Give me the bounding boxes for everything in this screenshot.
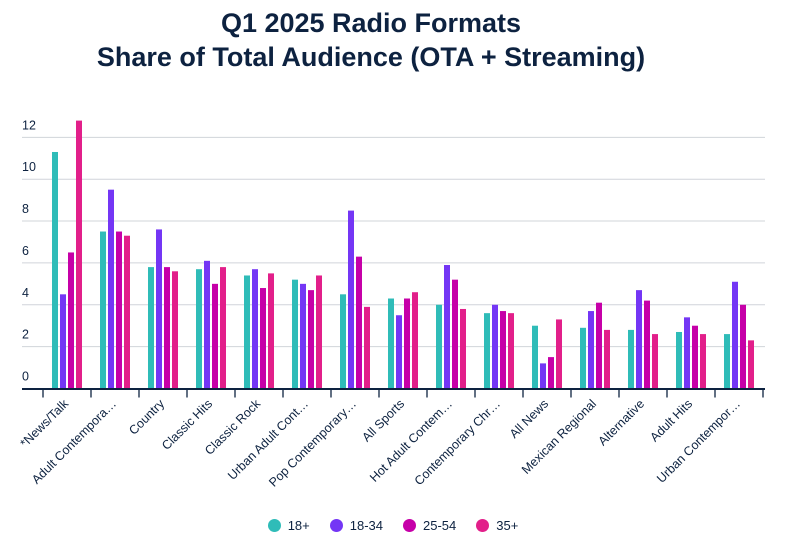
legend: 18+ 18-34 25-54 35+ — [0, 518, 786, 533]
legend-item[interactable]: 18+ — [267, 518, 310, 533]
bar-18-34-7 — [396, 315, 402, 389]
bar-25-54-1 — [116, 231, 122, 389]
bar-35+-7 — [412, 292, 418, 389]
y-tick-label: 8 — [22, 202, 29, 216]
y-tick-label: 10 — [22, 160, 36, 174]
category-label: Urban Adult Cont… — [225, 397, 311, 483]
bar-18-34-2 — [156, 229, 162, 389]
bar-25-54-8 — [452, 279, 458, 389]
bar-25-54-2 — [164, 267, 170, 389]
bar-25-54-11 — [596, 302, 602, 389]
legend-dot-icon — [476, 519, 490, 532]
category-label: Contemporary Chr… — [412, 397, 503, 488]
bar-18+-1 — [100, 231, 106, 389]
legend-dot-icon — [329, 519, 343, 532]
legend-item[interactable]: 35+ — [476, 518, 518, 533]
bar-35+-14 — [748, 340, 754, 389]
legend-label: 25-54 — [423, 518, 457, 533]
bar-18-34-5 — [300, 283, 306, 389]
bar-18+-11 — [580, 327, 586, 389]
category-label: All News — [507, 397, 551, 441]
bar-25-54-12 — [644, 300, 650, 389]
y-tick-label: 4 — [22, 286, 29, 300]
bar-25-54-0 — [68, 252, 74, 389]
bar-25-54-3 — [212, 283, 218, 389]
subtitle-line: Share of Total Audience (OTA + Streaming… — [96, 42, 646, 72]
bar-18+-12 — [628, 329, 634, 389]
bar-35+-5 — [316, 275, 322, 389]
bar-18+-3 — [196, 269, 202, 389]
bar-18+-10 — [532, 325, 538, 389]
bar-18-34-12 — [636, 290, 642, 389]
bar-18+-8 — [436, 304, 442, 389]
bar-35+-9 — [508, 313, 514, 389]
bar-35+-12 — [652, 334, 658, 389]
title-line: Q1 2025 Radio Formats — [220, 8, 522, 38]
bar-18+-7 — [388, 298, 394, 389]
category-label: Hot Adult Contem… — [367, 397, 455, 485]
bar-25-54-10 — [548, 357, 554, 389]
bar-35+-2 — [172, 271, 178, 389]
bar-18+-0 — [52, 151, 58, 389]
legend-item[interactable]: 25-54 — [403, 518, 456, 533]
bar-25-54-9 — [500, 311, 506, 389]
bar-18-34-11 — [588, 311, 594, 389]
bar-18-34-13 — [684, 317, 690, 389]
bar-18-34-3 — [204, 260, 210, 389]
bar-18-34-1 — [108, 189, 114, 389]
bar-18-34-4 — [252, 269, 258, 389]
bar-18-34-6 — [348, 210, 354, 389]
chart-title: Q1 2025 Radio Formats Share of Total Aud… — [0, 6, 742, 74]
y-tick-label: 12 — [22, 118, 36, 132]
bar-18+-13 — [676, 331, 682, 389]
bar-25-54-4 — [260, 288, 266, 389]
legend-dot-icon — [267, 519, 281, 532]
y-tick-label: 6 — [22, 244, 29, 258]
bar-25-54-14 — [740, 304, 746, 389]
bar-25-54-13 — [692, 325, 698, 389]
legend-dot-icon — [403, 519, 416, 532]
y-tick-label: 0 — [22, 370, 29, 384]
bar-25-54-6 — [356, 256, 362, 389]
legend-label: 18-34 — [349, 518, 383, 533]
category-label: Adult Hits — [647, 397, 695, 445]
legend-label: 18+ — [287, 518, 310, 533]
bar-35+-8 — [460, 308, 466, 389]
bar-35+-3 — [220, 267, 226, 389]
bar-35+-0 — [76, 120, 82, 389]
bar-35+-4 — [268, 273, 274, 389]
bar-18-34-8 — [444, 265, 450, 389]
bar-18-34-0 — [60, 294, 66, 389]
bar-18+-2 — [148, 267, 154, 389]
bar-18+-14 — [724, 334, 730, 389]
bar-18+-9 — [484, 313, 490, 389]
bar-35+-6 — [364, 306, 370, 389]
bar-25-54-7 — [404, 298, 410, 389]
bar-35+-11 — [604, 329, 610, 389]
category-label: Adult Contempora… — [29, 397, 119, 487]
legend-item[interactable]: 18-34 — [329, 518, 383, 533]
bar-25-54-5 — [308, 290, 314, 389]
bar-35+-10 — [556, 319, 562, 389]
legend-label: 35+ — [496, 518, 519, 533]
bar-18-34-14 — [732, 281, 738, 389]
bar-18+-4 — [244, 275, 250, 389]
category-label: Alternative — [595, 397, 647, 449]
bar-18+-5 — [292, 279, 298, 389]
bar-18-34-9 — [492, 304, 498, 389]
bar-18-34-10 — [540, 363, 546, 389]
bar-18+-6 — [340, 294, 346, 389]
category-label: Country — [126, 396, 167, 437]
category-label: Pop Contemporary… — [266, 397, 359, 490]
category-label: All Sports — [359, 397, 407, 445]
bar-35+-1 — [124, 235, 130, 389]
category-label: Urban Contempor… — [654, 397, 743, 486]
bar-35+-13 — [700, 334, 706, 389]
y-tick-label: 2 — [22, 328, 29, 342]
